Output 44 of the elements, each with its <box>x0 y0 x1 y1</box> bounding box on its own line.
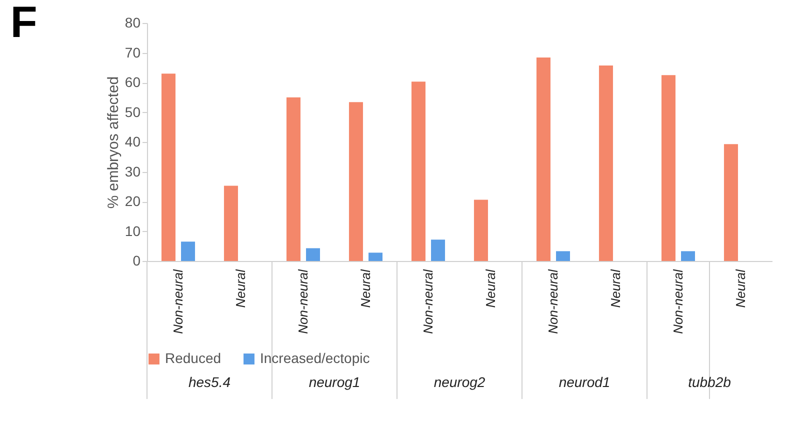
y-tick-label: 70 <box>124 44 141 60</box>
x-tick-label: Neural <box>608 268 623 308</box>
y-tick-label: 40 <box>124 134 141 150</box>
text: neurog2 <box>434 374 486 390</box>
legend-label: Reduced <box>165 350 222 366</box>
bar <box>474 200 488 261</box>
bar <box>411 82 426 261</box>
y-tick-label: 30 <box>124 163 141 180</box>
text: hes5.4 <box>188 374 231 390</box>
bar <box>598 66 613 261</box>
bar <box>431 240 446 261</box>
x-tick-label: Neural <box>232 268 248 308</box>
text: neurog1 <box>308 374 360 390</box>
legend-label: Increased/ectopic <box>260 350 370 366</box>
bar <box>348 102 363 261</box>
text: neurod1 <box>558 374 610 390</box>
bar <box>681 251 696 261</box>
y-tick-label: 10 <box>124 222 141 239</box>
bar <box>224 186 238 261</box>
y-tick-label: 0 <box>132 252 141 268</box>
bar <box>181 242 196 261</box>
bar <box>536 58 550 261</box>
bar <box>724 144 738 261</box>
bar <box>556 251 570 261</box>
bar <box>661 75 676 261</box>
x-tick-label: Non-neural <box>670 268 686 334</box>
x-tick-label: Non-neural <box>170 268 186 334</box>
bar <box>368 252 383 261</box>
chart-title: F <box>10 0 38 47</box>
bar <box>286 97 300 261</box>
y-axis-title: % embryos affected <box>104 76 122 209</box>
x-tick-label: Neural <box>732 268 748 308</box>
x-tick-label: Neural <box>482 268 498 308</box>
text: tubb2b <box>688 374 732 390</box>
bar <box>306 248 320 261</box>
y-tick-label: 20 <box>124 193 141 209</box>
x-tick-label: Neural <box>358 268 373 308</box>
y-tick-label: 60 <box>124 74 141 90</box>
y-tick-label: 50 <box>124 104 141 120</box>
y-tick-label: 80 <box>124 14 141 30</box>
x-tick-label: Non-neural <box>295 268 310 334</box>
x-tick-label: Non-neural <box>420 268 436 334</box>
x-tick-label: Non-neural <box>545 268 560 334</box>
bar <box>161 74 176 261</box>
